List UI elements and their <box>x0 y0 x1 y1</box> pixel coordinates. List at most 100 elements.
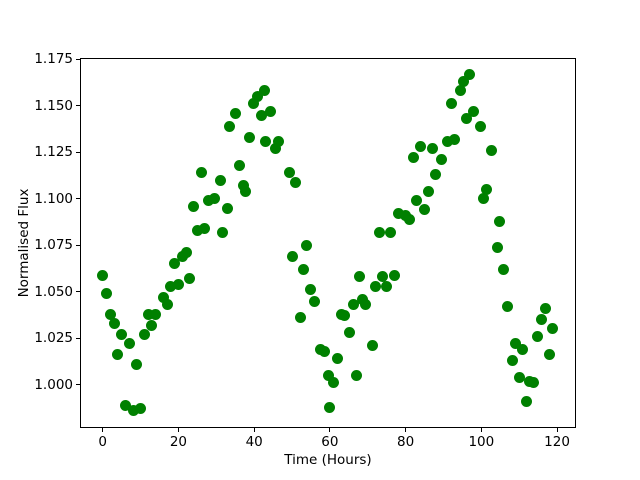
data-point <box>353 271 365 283</box>
data-point <box>150 308 162 320</box>
x-tick-mark <box>480 427 482 432</box>
y-tick-mark <box>76 151 80 153</box>
data-point <box>295 312 307 324</box>
x-tick-label: 20 <box>169 433 188 450</box>
data-point <box>384 226 396 238</box>
data-point <box>324 401 336 413</box>
data-point <box>199 223 211 235</box>
data-point <box>222 202 234 214</box>
data-point <box>493 215 505 227</box>
data-point <box>247 98 259 110</box>
x-tick-label: 0 <box>98 433 107 450</box>
y-tick-mark <box>76 58 80 60</box>
data-point <box>188 200 200 212</box>
data-point <box>331 353 343 365</box>
data-point <box>265 105 277 117</box>
data-point <box>184 273 196 285</box>
data-point <box>521 395 533 407</box>
data-point <box>419 204 431 216</box>
y-tick-mark <box>76 198 80 200</box>
data-point <box>356 293 368 305</box>
data-point <box>360 299 372 311</box>
data-point <box>540 303 552 314</box>
data-point <box>191 224 203 236</box>
data-point <box>208 193 220 205</box>
x-tick-label: 120 <box>544 433 570 450</box>
data-point <box>369 280 381 292</box>
data-point <box>517 343 529 355</box>
data-point <box>328 377 340 389</box>
data-point <box>509 338 521 350</box>
data-point <box>441 135 453 147</box>
data-point <box>502 301 514 313</box>
data-point <box>426 143 438 155</box>
data-point <box>243 131 255 143</box>
data-point <box>172 278 184 290</box>
y-tick-label: 1.050 <box>34 283 73 300</box>
data-point <box>233 159 245 171</box>
data-point <box>138 329 150 341</box>
data-point <box>289 176 301 188</box>
data-point <box>131 358 143 370</box>
data-point <box>528 377 540 389</box>
data-point <box>112 349 124 361</box>
data-point <box>97 269 109 281</box>
data-point <box>338 310 350 322</box>
data-point <box>411 195 423 207</box>
data-point <box>238 180 250 192</box>
data-point <box>142 308 154 320</box>
data-point <box>273 135 285 147</box>
y-tick-mark <box>76 244 80 246</box>
data-point <box>461 113 473 125</box>
y-tick-label: 1.075 <box>34 237 73 254</box>
data-point <box>300 239 312 251</box>
x-tick-label: 80 <box>397 433 415 450</box>
data-point <box>506 355 518 367</box>
data-point <box>251 91 263 103</box>
data-point <box>373 226 385 238</box>
data-point <box>165 280 177 292</box>
data-point <box>229 107 241 119</box>
data-point <box>305 284 317 296</box>
data-point <box>536 314 548 326</box>
data-point <box>468 105 480 117</box>
data-point <box>108 317 120 329</box>
data-point <box>435 154 447 166</box>
y-tick-mark <box>76 105 80 107</box>
data-point <box>514 371 526 383</box>
data-point <box>478 193 490 205</box>
data-point <box>322 369 334 381</box>
data-point <box>195 167 207 179</box>
x-tick-label: 40 <box>245 433 263 450</box>
data-point <box>180 247 192 259</box>
data-point <box>127 405 139 417</box>
data-point <box>318 345 330 357</box>
data-point <box>457 76 469 88</box>
x-axis-label: Time (Hours) <box>284 451 372 468</box>
data-point <box>481 184 493 195</box>
data-point <box>497 263 509 275</box>
data-point <box>430 169 442 181</box>
data-point <box>269 143 281 155</box>
data-point <box>415 141 427 153</box>
x-tick-mark <box>329 427 331 432</box>
x-tick-mark <box>253 427 255 432</box>
data-point <box>475 120 487 132</box>
data-point <box>491 241 503 253</box>
data-point <box>104 308 116 320</box>
data-point <box>486 144 498 156</box>
data-point <box>449 133 461 145</box>
data-point <box>283 167 295 179</box>
y-tick-label: 1.150 <box>34 97 73 114</box>
y-tick-label: 1.175 <box>34 51 73 68</box>
data-point <box>169 258 181 270</box>
data-point <box>531 330 543 342</box>
data-point <box>157 291 169 303</box>
x-tick-mark <box>405 427 407 432</box>
data-point <box>260 135 272 147</box>
data-point <box>214 174 226 186</box>
data-point <box>240 185 252 197</box>
data-point <box>422 185 434 197</box>
data-point <box>388 269 400 281</box>
